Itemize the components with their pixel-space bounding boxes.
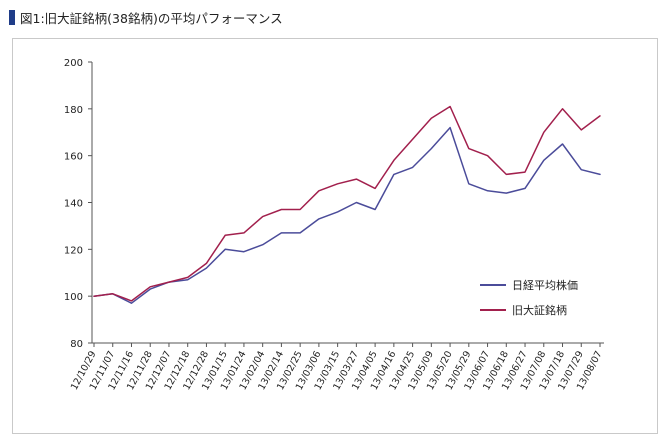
y-tick-label: 200: [64, 58, 83, 69]
y-tick-label: 100: [64, 292, 83, 303]
legend-label-1: 旧大証銘柄: [512, 303, 567, 317]
y-tick-label: 140: [64, 199, 83, 210]
chart-title: 図1:旧大証銘柄(38銘柄)の平均パフォーマンス: [20, 10, 283, 26]
y-tick-label: 120: [64, 245, 83, 256]
series-line-1: [93, 105, 601, 302]
y-tick-label: 80: [70, 339, 83, 350]
legend-label-0: 日経平均株価: [512, 278, 578, 292]
chart-title-row: 図1:旧大証銘柄(38銘柄)の平均パフォーマンス: [9, 7, 283, 27]
chart-frame: [12, 38, 658, 434]
title-marker-icon: [9, 9, 15, 25]
y-tick-label: 180: [64, 105, 83, 116]
y-tick-label: 160: [64, 152, 83, 163]
series-line-0: [93, 126, 601, 304]
